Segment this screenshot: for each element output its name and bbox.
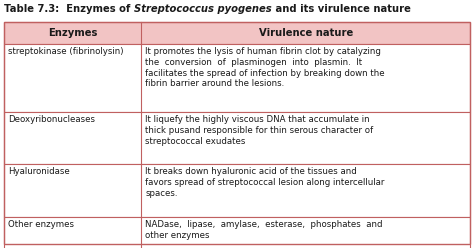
Text: It breaks down hyaluronic acid of the tissues and
favors spread of streptococcal: It breaks down hyaluronic acid of the ti… (146, 167, 385, 197)
Text: Enzymes: Enzymes (48, 28, 98, 38)
Text: Virulence nature: Virulence nature (259, 28, 353, 38)
Text: Hyaluronidase: Hyaluronidase (8, 167, 70, 176)
Bar (4, 164, 470, 217)
Text: and its virulence nature: and its virulence nature (272, 4, 410, 14)
Bar (4, 217, 470, 248)
Bar (4, 112, 470, 164)
Text: Other enzymes: Other enzymes (8, 220, 74, 229)
Text: It liquefy the highly viscous DNA that accumulate in
thick pusand responsible fo: It liquefy the highly viscous DNA that a… (146, 115, 374, 146)
Bar (4, 44, 470, 112)
Bar (4, 22, 470, 44)
Text: streptokinase (fibrinolysin): streptokinase (fibrinolysin) (8, 47, 124, 56)
Text: Table 7.3:  Enzymes of: Table 7.3: Enzymes of (4, 4, 134, 14)
Text: It promotes the lysis of human fibrin clot by catalyzing
the  conversion  of  pl: It promotes the lysis of human fibrin cl… (146, 47, 385, 88)
Text: Streptococcus pyogenes: Streptococcus pyogenes (134, 4, 272, 14)
Text: Deoxyribonucleases: Deoxyribonucleases (8, 115, 95, 124)
Bar (4, 22, 470, 244)
Text: NADase,  lipase,  amylase,  esterase,  phosphates  and
other enzymes: NADase, lipase, amylase, esterase, phosp… (146, 220, 383, 240)
